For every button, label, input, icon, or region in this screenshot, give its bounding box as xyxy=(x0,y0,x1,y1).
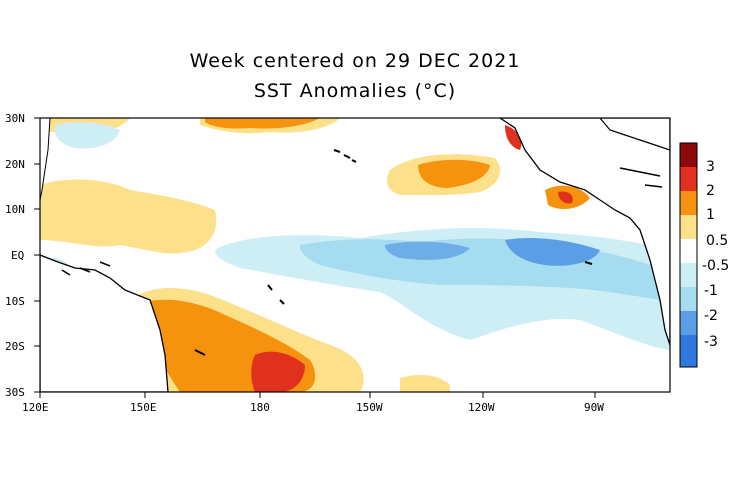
colorbar-swatch-m05 xyxy=(680,263,697,287)
longitude-axis: 120E 150E 180 150W 120W 90W xyxy=(22,392,604,414)
lon-label-150e: 150E xyxy=(130,401,157,414)
colorbar-label-neg-3: -3 xyxy=(704,334,718,350)
lat-label-20n: 20N xyxy=(5,158,25,171)
colorbar-label-neg-0-5: -0.5 xyxy=(702,258,729,274)
lon-label-150w: 150W xyxy=(356,401,383,414)
anomaly-field xyxy=(40,118,670,392)
lat-label-eq: EQ xyxy=(11,249,24,262)
colorbar-swatch-m2 xyxy=(680,311,697,335)
colorbar: 3 2 1 0.5 -0.5 -1 -2 -3 xyxy=(679,142,729,368)
lat-label-10n: 10N xyxy=(5,203,25,216)
lon-label-90w: 90W xyxy=(584,401,604,414)
lon-label-180: 180 xyxy=(250,401,270,414)
map-title: Week centered on 29 DEC 2021 xyxy=(189,50,521,72)
colorbar-swatch-2 xyxy=(680,167,697,191)
latitude-axis: 30N 20N 10N EQ 10S 20S 30S xyxy=(5,112,40,399)
colorbar-swatch-1 xyxy=(680,191,697,215)
colorbar-swatch-0 xyxy=(680,239,697,263)
colorbar-label-neg-1: -1 xyxy=(704,283,718,299)
colorbar-label-neg-2: -2 xyxy=(704,308,718,324)
colorbar-swatch-05 xyxy=(680,215,697,239)
lat-label-30s: 30S xyxy=(5,386,25,399)
colorbar-label-0-5: 0.5 xyxy=(706,233,728,249)
lat-label-20s: 20S xyxy=(5,340,25,353)
lon-label-120e: 120E xyxy=(22,401,49,414)
colorbar-label-3: 3 xyxy=(706,159,715,175)
colorbar-swatch-m1 xyxy=(680,287,697,311)
colorbar-label-2: 2 xyxy=(706,183,715,199)
lat-label-30n: 30N xyxy=(5,112,25,125)
lat-label-10s: 10S xyxy=(5,295,25,308)
map-subtitle: SST Anomalies (°C) xyxy=(253,80,457,102)
colorbar-label-1: 1 xyxy=(706,207,715,223)
lon-label-120w: 120W xyxy=(468,401,495,414)
colorbar-swatch-m3 xyxy=(680,335,697,367)
colorbar-swatch-3 xyxy=(680,143,697,167)
